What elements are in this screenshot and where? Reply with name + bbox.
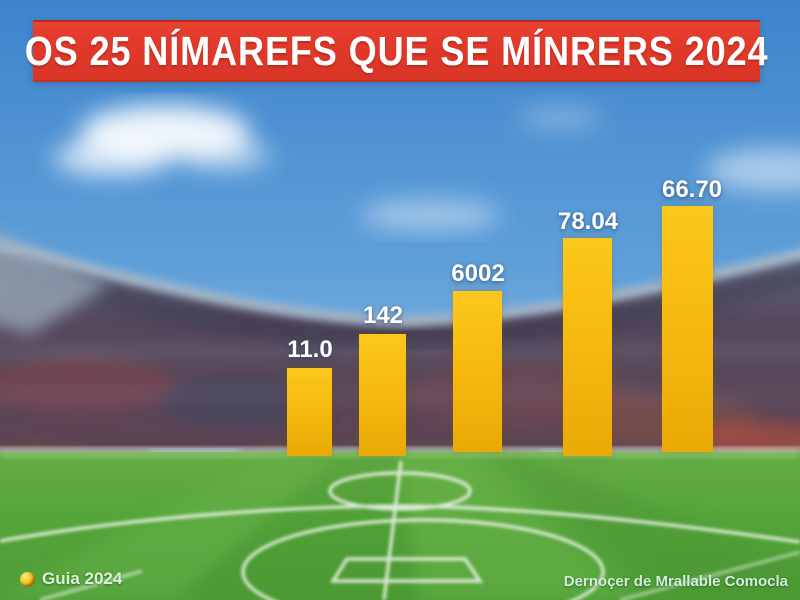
bar <box>287 368 332 456</box>
page-title: OS 25 NÍMAREFS QUE SE MÍNRERS 2024 <box>24 27 769 74</box>
bar <box>662 206 713 452</box>
bar-value-label: 78.04 <box>557 208 619 235</box>
pitch-lines <box>0 460 800 600</box>
footer-left-label: Guia 2024 <box>42 569 123 588</box>
bar <box>453 291 502 452</box>
pitch <box>0 448 800 600</box>
title-banner: OS 25 NÍMAREFS QUE SE MÍNRERS 2024 <box>25 20 767 82</box>
ball-icon <box>20 571 35 587</box>
footer-left-badge: Guia 2024 <box>20 569 122 589</box>
bar-value-label: 11.0 <box>287 336 333 363</box>
clouds <box>54 105 800 230</box>
bar-value-label: 6002 <box>451 260 505 287</box>
bar-value-label: 142 <box>362 302 404 329</box>
bar-value-label: 66.70 <box>661 176 723 203</box>
footer-right-credit: Dernoçer de Mrallable Comocla <box>563 573 788 590</box>
bar <box>563 238 612 456</box>
bar <box>359 334 406 456</box>
